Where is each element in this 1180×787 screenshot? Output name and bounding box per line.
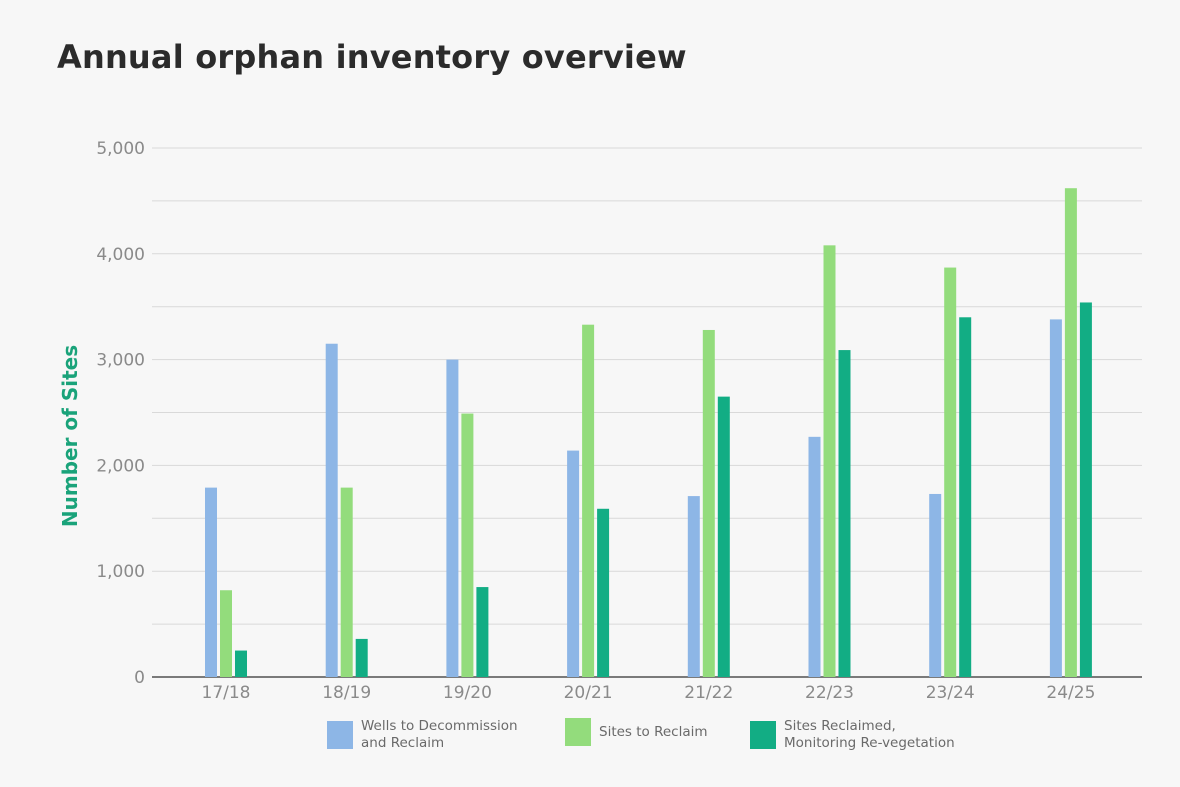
- gridlines: [152, 147, 1142, 678]
- bar-1-18-19: [340, 487, 353, 677]
- chart-title: Annual orphan inventory overview: [57, 38, 687, 76]
- y-tick-label: 3,000: [96, 351, 145, 371]
- bar-2-17-18: [235, 650, 247, 677]
- bar-0-17-18: [205, 487, 217, 677]
- bar-0-24-25: [1049, 319, 1062, 677]
- y-axis-ticks: 0 1,000 2,000 3,000 4,000 5,000: [96, 139, 145, 688]
- bar-0-18-19: [325, 343, 338, 677]
- x-tick-label: 19/20: [443, 683, 492, 703]
- bar-1-23-24: [944, 267, 957, 677]
- x-tick-label: 21/22: [684, 683, 733, 703]
- x-tick-label: 17/18: [202, 683, 251, 703]
- bar-0-20-21: [567, 450, 580, 677]
- bar-1-24-25: [1064, 188, 1077, 678]
- legend-label-sites-reclaimed: Sites Reclaimed, Monitoring Re-vegetatio…: [784, 718, 955, 751]
- y-axis-label: Number of Sites: [58, 345, 82, 527]
- bar-2-23-24: [959, 317, 972, 677]
- bars: [205, 188, 1092, 678]
- bar-0-23-24: [929, 493, 942, 677]
- legend-item-sites-reclaimed: Sites Reclaimed, Monitoring Re-vegetatio…: [750, 718, 955, 752]
- bar-1-21-22: [702, 329, 715, 677]
- bar-0-19-20: [446, 359, 459, 677]
- legend-swatch-sites-reclaimed: [750, 721, 776, 749]
- legend-swatch-wells: [327, 721, 353, 749]
- y-tick-label: 1,000: [96, 562, 145, 582]
- bar-2-20-21: [597, 508, 610, 677]
- bar-chart: 0 1,000 2,000 3,000 4,000 5,000 17/18 18/19 19/…: [58, 139, 1142, 703]
- legend-item-sites-to-reclaim: Sites to Reclaim: [565, 718, 708, 746]
- bar-2-19-20: [476, 587, 489, 677]
- y-tick-label: 4,000: [96, 245, 145, 265]
- bar-0-21-22: [687, 496, 700, 677]
- legend-swatch-sites-to-reclaim: [565, 718, 591, 746]
- bar-2-24-25: [1079, 302, 1092, 677]
- legend-label-wells: Wells to Decommission and Reclaim: [361, 718, 518, 751]
- bar-0-22-23: [808, 436, 821, 677]
- bar-1-20-21: [582, 324, 595, 677]
- y-tick-label: 0: [134, 668, 145, 688]
- bar-1-19-20: [461, 413, 474, 677]
- bar-1-22-23: [823, 245, 836, 677]
- legend: Wells to Decommission and Reclaim Sites …: [0, 718, 1180, 758]
- x-tick-label: 24/25: [1046, 683, 1095, 703]
- bar-2-22-23: [838, 350, 851, 677]
- x-tick-label: 22/23: [805, 683, 854, 703]
- bar-2-21-22: [717, 396, 730, 677]
- x-tick-label: 18/19: [322, 683, 371, 703]
- x-tick-label: 23/24: [926, 683, 975, 703]
- legend-item-wells: Wells to Decommission and Reclaim: [327, 718, 518, 752]
- bar-1-17-18: [220, 590, 232, 677]
- x-tick-label: 20/21: [564, 683, 613, 703]
- y-tick-label: 2,000: [96, 456, 145, 476]
- x-axis-ticks: 17/18 18/19 19/20 20/21 21/22 22/23 23/24 24/25: [202, 683, 1096, 703]
- bar-2-18-19: [355, 638, 368, 677]
- legend-label-sites-to-reclaim: Sites to Reclaim: [599, 723, 708, 740]
- y-tick-label: 5,000: [96, 139, 145, 159]
